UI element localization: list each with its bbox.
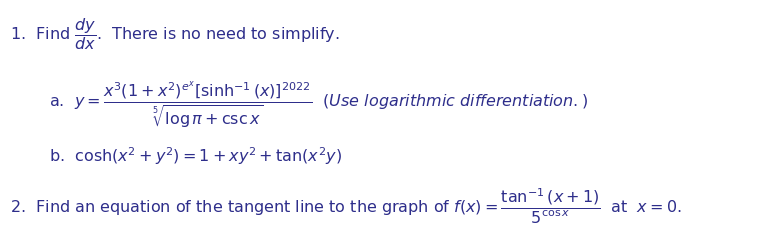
Text: b.  $\cosh(x^2+y^2) = 1 + xy^2 + \tan(x^2 y)$: b. $\cosh(x^2+y^2) = 1 + xy^2 + \tan(x^2… (49, 145, 343, 166)
Text: 1.  Find $\dfrac{dy}{dx}$.  There is no need to simplify.: 1. Find $\dfrac{dy}{dx}$. There is no ne… (10, 16, 340, 52)
Text: a.  $y = \dfrac{x^3(1+x^2)^{e^x}[\sinh^{-1}(x)]^{2022}}{\sqrt[5]{\log\pi + \csc : a. $y = \dfrac{x^3(1+x^2)^{e^x}[\sinh^{-… (49, 79, 588, 130)
Text: 2.  Find an equation of the tangent line to the graph of $f(x) = \dfrac{\tan^{-1: 2. Find an equation of the tangent line … (10, 186, 681, 225)
